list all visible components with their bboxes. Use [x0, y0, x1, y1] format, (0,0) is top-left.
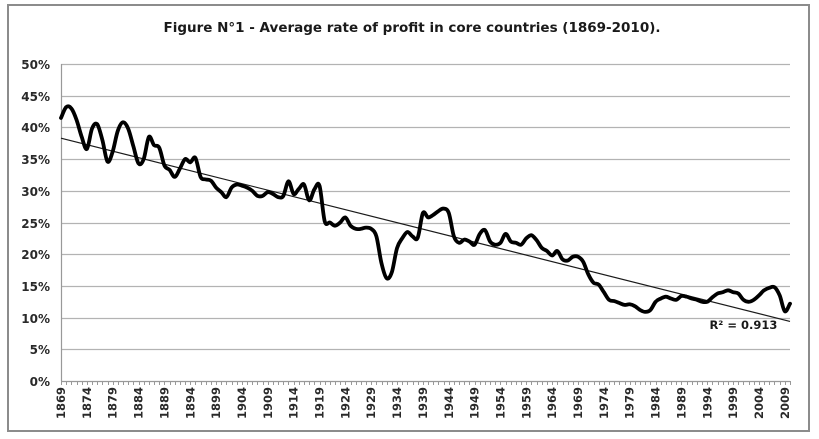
grid-lines — [61, 63, 790, 351]
chart-title: Figure N°1 - Average rate of profit in c… — [163, 20, 660, 36]
x-tick-label: 1964 — [545, 387, 559, 419]
x-tick-label: 1969 — [571, 387, 585, 419]
x-tick-label: 1879 — [106, 387, 120, 419]
y-tick-label: 30% — [21, 185, 50, 199]
y-tick-label: 50% — [21, 58, 50, 72]
x-tick-label: 1929 — [364, 387, 378, 419]
x-tick-label: 1999 — [726, 387, 740, 419]
y-tick-label: 35% — [21, 153, 50, 167]
x-tick-label: 1894 — [183, 387, 197, 419]
y-tick-label: 15% — [21, 280, 50, 294]
x-tick-label: 1884 — [132, 387, 146, 419]
x-tick-label: 1984 — [649, 387, 663, 419]
x-tick-label: 1869 — [54, 387, 68, 419]
x-tick-label: 1949 — [468, 387, 482, 419]
profit-rate-line — [59, 104, 792, 314]
x-tick-label: 1974 — [597, 387, 611, 419]
y-tick-label: 0% — [30, 375, 50, 389]
chart-frame — [7, 4, 810, 432]
x-tick-label: 1909 — [261, 387, 275, 419]
data-series — [59, 104, 792, 314]
x-axis: 1869 1874 1879 1884 1889 1894 1899 1904 1909 1914… — [54, 64, 792, 419]
y-tick-label: 20% — [21, 248, 50, 262]
trendline-path — [60, 137, 791, 322]
x-tick-label: 1899 — [209, 387, 223, 419]
x-tick-label: 1904 — [235, 387, 249, 419]
x-tick-label: 1924 — [338, 387, 352, 419]
x-tick-label: 2009 — [778, 387, 792, 419]
y-tick-label: 45% — [21, 90, 50, 104]
x-tick-label: 1934 — [390, 387, 404, 419]
y-tick-label: 25% — [21, 217, 50, 231]
x-tick-label: 1939 — [416, 387, 430, 419]
y-tick-label: 10% — [21, 312, 50, 326]
x-tick-label: 1954 — [493, 387, 507, 419]
y-tick-label: 5% — [30, 343, 50, 357]
x-tick-label: 1919 — [313, 387, 327, 419]
y-tick-label: 40% — [21, 121, 50, 135]
x-tick-label: 1994 — [700, 387, 714, 419]
x-tick-label: 1889 — [157, 387, 171, 419]
x-tick-label: 1944 — [442, 387, 456, 419]
x-tick-label: 1989 — [674, 387, 688, 419]
y-axis-ticks: 0% 5% 10% 15% 20% 25% 30% 35% 40% 45% 50% — [21, 58, 50, 389]
trendline — [60, 137, 791, 322]
x-tick-label: 2004 — [752, 387, 766, 419]
x-tick-label: 1874 — [80, 387, 94, 419]
r-squared-annotation: R² = 0.913 — [709, 318, 777, 332]
x-tick-label: 1914 — [287, 387, 301, 419]
x-tick-label: 1959 — [519, 387, 533, 419]
x-tick-label: 1979 — [623, 387, 637, 419]
